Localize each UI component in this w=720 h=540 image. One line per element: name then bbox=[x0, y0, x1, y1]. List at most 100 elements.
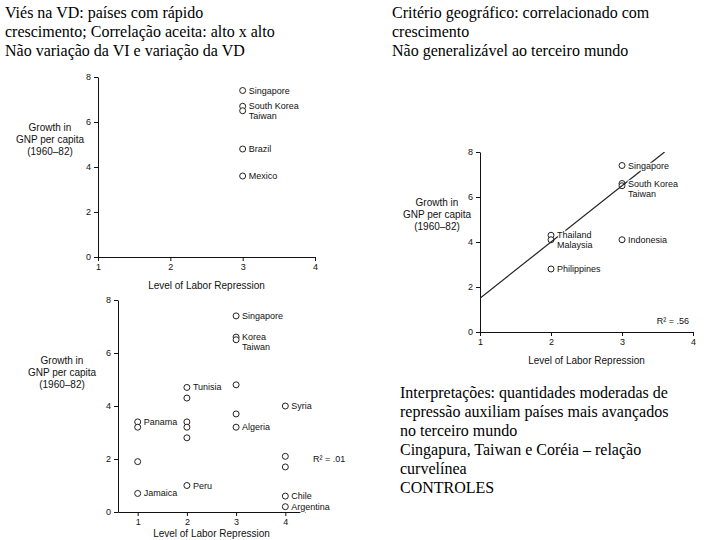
point bbox=[135, 490, 141, 496]
x-tick: 2 bbox=[168, 257, 173, 272]
y-tick-mark bbox=[476, 332, 480, 333]
point-label: Brazil bbox=[249, 144, 272, 154]
x-tick-mark bbox=[551, 332, 552, 336]
point bbox=[240, 146, 246, 152]
x-tick-label: 2 bbox=[185, 517, 190, 527]
plot-area bbox=[135, 313, 289, 510]
x-tick-label: 4 bbox=[283, 517, 288, 527]
x-tick-label: 1 bbox=[136, 517, 141, 527]
slide-text: no terceiro mundo bbox=[400, 422, 517, 439]
x-tick-label: 1 bbox=[478, 337, 483, 347]
x-tick: 4 bbox=[691, 332, 696, 347]
y-axis-title: (1960–82) bbox=[27, 146, 73, 157]
point bbox=[233, 337, 239, 343]
text-block: Critério geográfico: correlacionado comc… bbox=[392, 4, 650, 60]
trend-line bbox=[480, 152, 665, 298]
x-tick: 3 bbox=[620, 332, 625, 347]
slide-text: crescimento bbox=[392, 23, 469, 40]
slide-text: CONTROLES bbox=[400, 479, 494, 496]
y-tick: 6 bbox=[106, 348, 118, 358]
x-tick-label: 3 bbox=[620, 337, 625, 347]
y-tick-mark bbox=[94, 212, 98, 213]
x-axis: 1 2 3 4 bbox=[119, 512, 306, 527]
x-axis-line bbox=[119, 512, 306, 513]
x-tick: 4 bbox=[283, 512, 288, 527]
point-labels: SingaporeSouth KoreaTaiwanBrazilMexico bbox=[249, 86, 299, 182]
point-label: Taiwan bbox=[249, 111, 277, 121]
x-tick: 1 bbox=[478, 332, 483, 347]
point-label: Mexico bbox=[249, 171, 278, 181]
point-label: Singapore bbox=[628, 161, 669, 171]
text-block: Interpretações: quantidades moderadas de… bbox=[400, 384, 668, 496]
slide-text: Viés na VD: países com rápido bbox=[5, 4, 203, 22]
y-axis: 02468 bbox=[86, 72, 99, 262]
y-tick: 2 bbox=[468, 282, 480, 292]
point bbox=[619, 163, 625, 169]
point bbox=[233, 382, 239, 388]
y-tick: 4 bbox=[106, 401, 118, 411]
annotation: R² = .56 bbox=[657, 316, 689, 326]
point bbox=[184, 483, 190, 489]
y-tick: 6 bbox=[86, 117, 98, 127]
slide-text: curvelínea bbox=[400, 460, 467, 477]
x-tick-mark bbox=[243, 257, 244, 261]
slide-text: Critério geográfico: correlacionado com bbox=[392, 4, 650, 22]
point bbox=[184, 424, 190, 430]
x-tick: 3 bbox=[241, 257, 246, 272]
point bbox=[282, 493, 288, 499]
y-axis-title: GNP per capita bbox=[28, 367, 97, 378]
y-tick-mark bbox=[94, 122, 98, 123]
point bbox=[135, 424, 141, 430]
y-tick-label: 8 bbox=[468, 147, 473, 157]
y-tick: 0 bbox=[468, 327, 480, 337]
slide: Viés na VD: países com rápido crescimento… bbox=[0, 0, 720, 540]
point bbox=[135, 459, 141, 465]
x-tick-label: 2 bbox=[549, 337, 554, 347]
y-tick-label: 4 bbox=[106, 401, 111, 411]
point bbox=[619, 237, 625, 243]
y-tick-label: 0 bbox=[86, 252, 91, 262]
y-axis-title: GNP per capita bbox=[403, 209, 472, 220]
y-tick-label: 4 bbox=[468, 237, 473, 247]
slide-text: Não generalizável ao terceiro mundo bbox=[392, 42, 628, 60]
point-label: Tunisia bbox=[193, 382, 222, 392]
y-tick-mark bbox=[114, 459, 118, 460]
y-tick: 6 bbox=[468, 192, 480, 202]
x-tick: 2 bbox=[185, 512, 190, 527]
x-tick-label: 3 bbox=[241, 262, 246, 272]
x-axis-title: Level of Labor Repression bbox=[153, 528, 270, 539]
x-tick-mark bbox=[170, 257, 171, 261]
x-tick: 3 bbox=[234, 512, 239, 527]
x-tick-mark bbox=[285, 512, 286, 516]
point-labels: PanamaJamaicaTunisiaPeruSingaporeKoreaTa… bbox=[144, 311, 330, 512]
y-tick: 2 bbox=[86, 207, 98, 217]
y-tick-label: 8 bbox=[106, 295, 111, 305]
point bbox=[184, 384, 190, 390]
y-tick-mark bbox=[114, 512, 118, 513]
slide-text: Interpretações: quantidades moderadas de bbox=[400, 384, 668, 402]
slide-text: Não variação da VI e variação da VD bbox=[5, 42, 245, 60]
x-tick-mark bbox=[98, 257, 99, 261]
x-tick: 4 bbox=[313, 257, 318, 272]
point-label: South Korea bbox=[628, 179, 678, 189]
point-label: Korea bbox=[242, 332, 266, 342]
point bbox=[548, 266, 554, 272]
slide-text: Cingapura, Taiwan e Coréia – relação bbox=[400, 441, 641, 459]
x-tick-label: 3 bbox=[234, 517, 239, 527]
point-label: Philippines bbox=[557, 264, 601, 274]
x-tick-label: 2 bbox=[168, 262, 173, 272]
point bbox=[184, 395, 190, 401]
y-axis-title: Growth in bbox=[416, 197, 459, 208]
point bbox=[233, 411, 239, 417]
x-tick-label: 4 bbox=[313, 262, 318, 272]
point-label: Syria bbox=[291, 401, 312, 411]
y-tick-mark bbox=[476, 152, 480, 153]
chart: 123402468Level of Labor RepressionGrowth… bbox=[28, 295, 345, 539]
point-labels: SingaporeSouth KoreaTaiwanIndonesiaThail… bbox=[557, 161, 678, 275]
y-tick-label: 2 bbox=[86, 207, 91, 217]
text-block: Viés na VD: países com rápidocrescimento… bbox=[5, 4, 275, 60]
plot-area bbox=[480, 152, 665, 298]
x-axis-title: Level of Labor Repression bbox=[528, 355, 645, 366]
y-tick-label: 2 bbox=[468, 282, 473, 292]
y-tick: 4 bbox=[468, 237, 480, 247]
